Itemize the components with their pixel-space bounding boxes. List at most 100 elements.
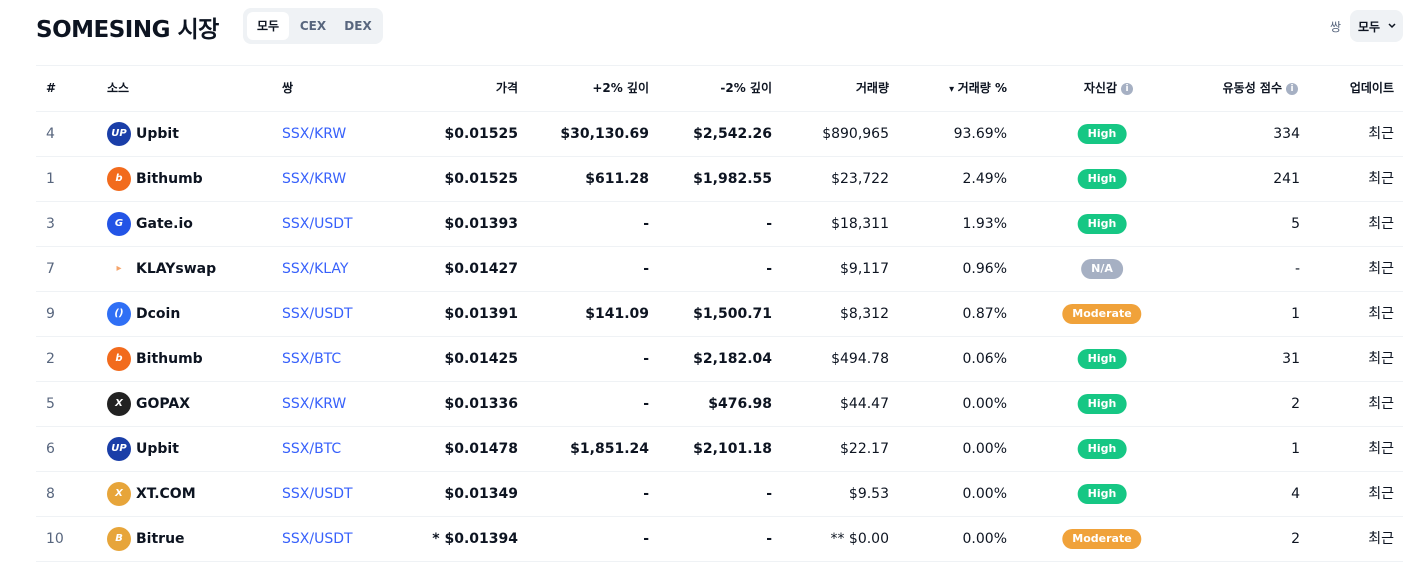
divider bbox=[36, 246, 1403, 247]
exchange-logo: G bbox=[107, 212, 131, 236]
column-header: 업데이트 bbox=[1350, 80, 1394, 96]
exchange-logo: X bbox=[107, 482, 131, 506]
depth-minus-2: - bbox=[766, 261, 772, 277]
liquidity-score: 31 bbox=[1282, 351, 1300, 367]
exchange-name[interactable]: XT.COM bbox=[136, 486, 196, 502]
pair[interactable]: SSX/BTC bbox=[282, 441, 342, 457]
updated: 최근 bbox=[1368, 261, 1394, 277]
divider bbox=[36, 561, 1403, 562]
divider bbox=[36, 381, 1403, 382]
divider bbox=[36, 201, 1403, 202]
volume: $22.17 bbox=[840, 441, 889, 457]
updated: 최근 bbox=[1368, 171, 1394, 187]
pair[interactable]: SSX/KRW bbox=[282, 396, 347, 412]
pair[interactable]: SSX/BTC bbox=[282, 351, 342, 367]
tab[interactable]: CEX bbox=[299, 19, 327, 33]
column-header-text: 소스 bbox=[107, 81, 130, 95]
info-icon[interactable]: i bbox=[1286, 82, 1298, 95]
confidence-badge: High bbox=[1077, 214, 1127, 234]
exchange-name[interactable]: KLAYswap bbox=[136, 261, 217, 277]
depth-plus-2: $141.09 bbox=[585, 306, 649, 322]
liquidity-score: 4 bbox=[1291, 486, 1300, 502]
confidence-badge: High bbox=[1077, 169, 1127, 189]
tab[interactable]: 모두 bbox=[247, 12, 289, 40]
volume-percent: 2.49% bbox=[962, 171, 1007, 187]
liquidity-score: 241 bbox=[1273, 171, 1300, 187]
exchange-name[interactable]: Bithumb bbox=[136, 171, 203, 187]
depth-plus-2: $611.28 bbox=[585, 171, 649, 187]
sort-icon: ▾ bbox=[949, 84, 958, 95]
confidence-badge: High bbox=[1077, 484, 1127, 504]
volume: $890,965 bbox=[822, 126, 889, 142]
column-header[interactable]: ▾ 거래량 % bbox=[949, 80, 1007, 98]
volume: $9.53 bbox=[848, 486, 889, 502]
column-header-text: -2% 깊이 bbox=[720, 81, 772, 95]
pair[interactable]: SSX/USDT bbox=[282, 306, 353, 322]
pair-label: 쌍 bbox=[1330, 20, 1342, 34]
liquidity-score: 334 bbox=[1273, 126, 1300, 142]
pair-select[interactable]: 모두 bbox=[1350, 10, 1403, 42]
info-icon[interactable]: i bbox=[1121, 82, 1133, 95]
rank: 9 bbox=[46, 306, 55, 322]
exchange-name[interactable]: Bitrue bbox=[136, 531, 185, 547]
exchange-name[interactable]: Dcoin bbox=[136, 306, 181, 322]
exchange-logo: b bbox=[107, 167, 131, 191]
depth-minus-2: $2,101.18 bbox=[693, 441, 772, 457]
column-header-text: 거래량 % bbox=[957, 81, 1007, 95]
exchange-name[interactable]: Upbit bbox=[136, 126, 179, 142]
column-header-text: 업데이트 bbox=[1349, 81, 1394, 95]
depth-plus-2: - bbox=[643, 216, 649, 232]
column-header-text: # bbox=[46, 81, 57, 95]
divider bbox=[36, 336, 1403, 337]
pair[interactable]: SSX/KRW bbox=[282, 126, 347, 142]
rank: 6 bbox=[46, 441, 55, 457]
divider bbox=[36, 291, 1403, 292]
pair[interactable]: SSX/USDT bbox=[282, 531, 353, 547]
confidence-badge: Moderate bbox=[1062, 304, 1142, 324]
exchange-logo: X bbox=[107, 392, 131, 416]
exchange-name[interactable]: Bithumb bbox=[136, 351, 203, 367]
divider bbox=[36, 471, 1403, 472]
volume: $44.47 bbox=[840, 396, 889, 412]
price: $0.01525 bbox=[444, 171, 518, 187]
depth-minus-2: $1,982.55 bbox=[693, 171, 772, 187]
confidence-badge: Moderate bbox=[1062, 529, 1142, 549]
exchange-logo: UP bbox=[107, 437, 131, 461]
rank: 3 bbox=[46, 216, 55, 232]
exchange-name[interactable]: Gate.io bbox=[136, 216, 193, 232]
volume: $9,117 bbox=[840, 261, 889, 277]
depth-plus-2: $1,851.24 bbox=[570, 441, 649, 457]
price: $0.01336 bbox=[444, 396, 518, 412]
exchange-name[interactable]: GOPAX bbox=[136, 396, 190, 412]
price: $0.01525 bbox=[444, 126, 518, 142]
exchange-logo: B bbox=[107, 527, 131, 551]
depth-minus-2: $2,182.04 bbox=[693, 351, 772, 367]
volume-percent: 0.96% bbox=[962, 261, 1007, 277]
column-header: 가격 bbox=[496, 80, 518, 96]
confidence-badge: High bbox=[1077, 349, 1127, 369]
depth-minus-2: - bbox=[766, 486, 772, 502]
rank: 5 bbox=[46, 396, 55, 412]
pair[interactable]: SSX/KLAY bbox=[282, 261, 349, 277]
pair[interactable]: SSX/USDT bbox=[282, 216, 353, 232]
price: $0.01349 bbox=[444, 486, 518, 502]
pair[interactable]: SSX/USDT bbox=[282, 486, 353, 502]
tab-group: 모두 CEX DEX bbox=[243, 8, 383, 44]
divider bbox=[36, 156, 1403, 157]
liquidity-score: 2 bbox=[1291, 396, 1300, 412]
rank: 8 bbox=[46, 486, 55, 502]
pair[interactable]: SSX/KRW bbox=[282, 171, 347, 187]
column-header: -2% 깊이 bbox=[720, 80, 772, 96]
exchange-name[interactable]: Upbit bbox=[136, 441, 179, 457]
divider bbox=[36, 426, 1403, 427]
column-header-text: 유동성 점수 bbox=[1222, 81, 1282, 95]
volume: $494.78 bbox=[831, 351, 889, 367]
tab[interactable]: DEX bbox=[344, 19, 372, 33]
exchange-logo: ▸ bbox=[107, 257, 131, 281]
rank: 2 bbox=[46, 351, 55, 367]
depth-minus-2: $1,500.71 bbox=[693, 306, 772, 322]
column-header: 자신감 i bbox=[1084, 80, 1133, 96]
updated: 최근 bbox=[1368, 216, 1394, 232]
volume: $18,311 bbox=[831, 216, 889, 232]
depth-minus-2: $2,542.26 bbox=[693, 126, 772, 142]
